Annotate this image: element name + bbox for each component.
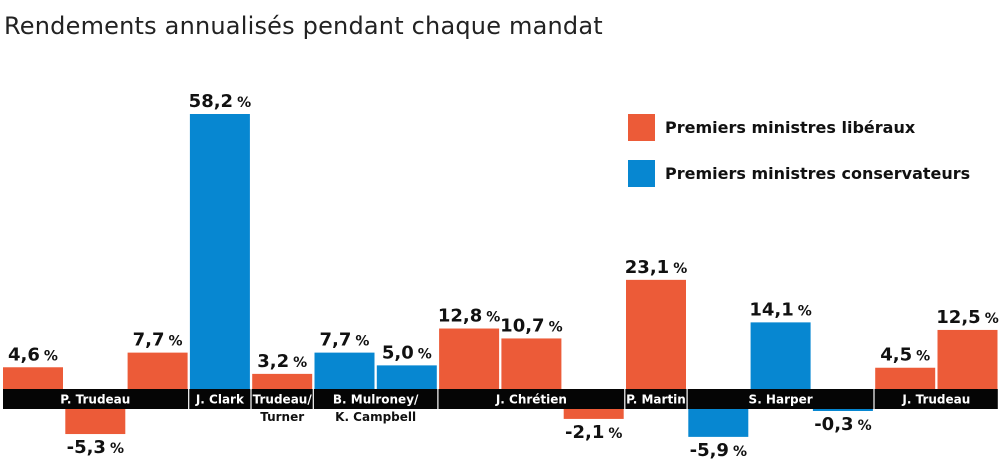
value-label: 58,2% — [189, 91, 251, 112]
chart-title: Rendements annualisés pendant chaque man… — [4, 12, 603, 40]
pm-name-label: J. Chrétien — [495, 393, 567, 407]
pm-name-label: P. Trudeau — [60, 393, 130, 407]
bar-conservative — [750, 322, 811, 389]
legend-label: Premiers ministres libéraux — [665, 118, 916, 137]
bar-liberal — [252, 373, 313, 389]
value-label: 7,7% — [133, 330, 183, 351]
pm-name-label: J. Trudeau — [901, 393, 970, 407]
pm-name-band — [3, 389, 998, 409]
pm-name-label: Trudeau/ — [253, 393, 313, 407]
value-label: 23,1% — [625, 257, 687, 278]
pm-name-label: P. Martin — [626, 393, 686, 407]
value-label: 14,1% — [749, 299, 811, 320]
bar-liberal — [875, 367, 936, 389]
bar-liberal — [937, 329, 998, 389]
bar-liberal — [3, 367, 63, 389]
value-label: -5,3% — [67, 437, 124, 458]
bar-conservative — [314, 352, 375, 389]
bar-liberal — [563, 409, 624, 419]
legend-swatch — [628, 160, 655, 187]
bar-conservative — [812, 409, 873, 411]
value-label: -0,3% — [814, 414, 871, 435]
bar-liberal — [501, 338, 562, 389]
value-label: 4,6% — [8, 344, 58, 365]
value-label: 4,5% — [880, 345, 930, 366]
pm-name-label-continued: Turner — [260, 410, 304, 424]
bar-conservative — [688, 409, 749, 437]
value-label: 10,7% — [500, 315, 562, 336]
bar-liberal — [439, 328, 500, 389]
value-label: 3,2% — [257, 351, 307, 372]
pm-name-label: B. Mulroney/ — [333, 393, 419, 407]
legend-label: Premiers ministres conservateurs — [665, 164, 970, 183]
value-label: 12,5% — [936, 307, 998, 328]
value-label: -2,1% — [565, 422, 622, 443]
bar-conservative — [189, 114, 250, 389]
value-label: 5,0% — [382, 342, 432, 363]
bar-liberal — [65, 409, 126, 435]
bar-liberal — [626, 279, 686, 389]
value-label: 7,7% — [320, 330, 370, 351]
bar-liberal — [127, 352, 188, 389]
pm-name-label: J. Clark — [195, 393, 245, 407]
value-label: 12,8% — [438, 306, 500, 327]
bar-conservative — [376, 365, 437, 389]
pm-name-label-continued: K. Campbell — [335, 410, 416, 424]
value-label: -5,9% — [690, 440, 747, 461]
pm-name-label: S. Harper — [749, 393, 813, 407]
legend-swatch — [628, 114, 655, 141]
